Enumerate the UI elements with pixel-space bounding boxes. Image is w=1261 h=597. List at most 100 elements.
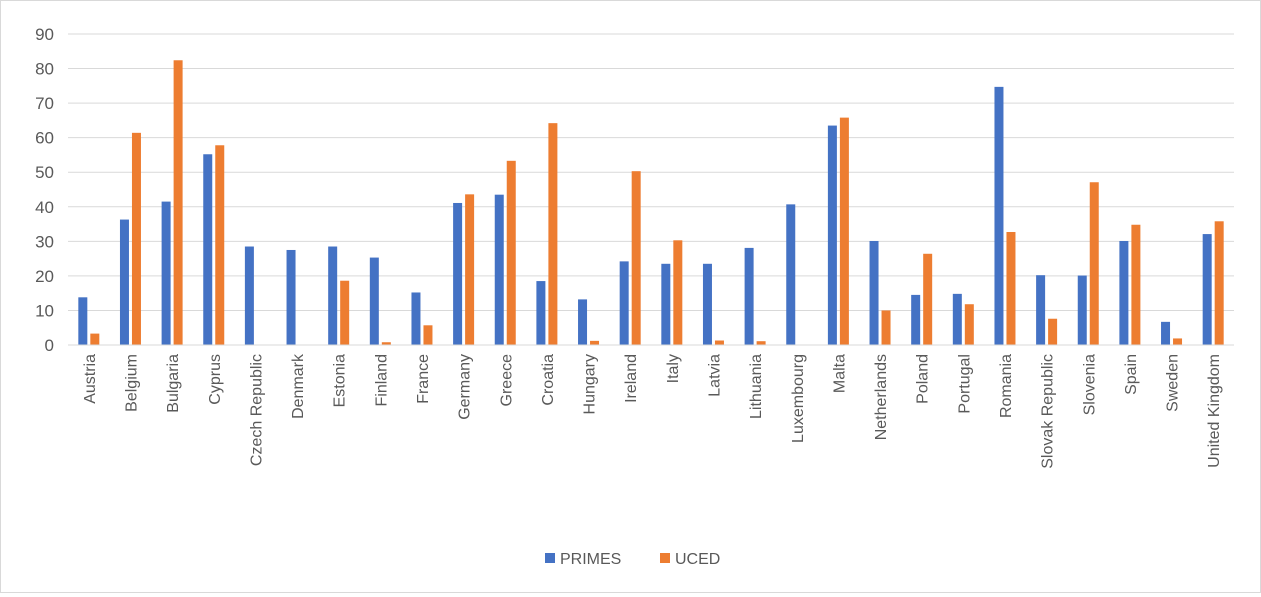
bar-primes <box>702 263 712 345</box>
x-category-label: Malta <box>831 354 848 393</box>
x-category-label: Luxembourg <box>790 354 807 443</box>
bar-primes <box>661 263 671 345</box>
legend: PRIMES UCED <box>545 551 720 568</box>
bars <box>78 60 1224 346</box>
bar-primes <box>744 247 754 345</box>
x-category-label: Latvia <box>706 354 723 397</box>
x-category-label: France <box>415 354 432 404</box>
bar-primes <box>1077 275 1087 345</box>
x-category-label: Romania <box>998 354 1015 418</box>
x-category-label: Poland <box>915 354 932 404</box>
bar-uced <box>340 280 350 345</box>
x-category-label: Austria <box>82 354 99 404</box>
x-category-label: Hungary <box>582 354 599 414</box>
y-axis: 0 10 20 30 40 50 60 70 80 90 <box>35 25 54 355</box>
x-category-label: Czech Republic <box>248 354 265 466</box>
bar-uced <box>590 340 600 345</box>
bar-uced <box>173 60 183 346</box>
bar-uced <box>756 341 766 345</box>
bar-uced <box>465 194 475 345</box>
y-tick-label: 30 <box>35 232 54 251</box>
bar-primes <box>78 297 88 345</box>
bar-uced <box>1131 224 1141 345</box>
x-category-label: Spain <box>1123 354 1140 395</box>
y-tick-label: 80 <box>35 60 54 79</box>
bar-uced <box>506 160 516 345</box>
x-category-label: Netherlands <box>873 354 890 440</box>
bar-uced <box>631 171 641 345</box>
bar-uced <box>131 132 141 345</box>
y-tick-label: 60 <box>35 129 54 148</box>
bar-primes <box>411 292 421 345</box>
x-category-label: Sweden <box>1165 354 1182 412</box>
x-category-label: Croatia <box>540 354 557 406</box>
y-tick-label: 50 <box>35 163 54 182</box>
legend-swatch-uced <box>660 553 670 563</box>
x-category-label: Greece <box>498 354 515 407</box>
bar-primes <box>786 204 796 345</box>
bar-primes <box>453 202 463 345</box>
bar-primes <box>286 249 296 345</box>
x-category-label: Ireland <box>623 354 640 403</box>
bar-primes <box>952 293 962 345</box>
x-category-label: Italy <box>665 354 682 383</box>
bar-primes <box>119 219 129 345</box>
y-tick-label: 20 <box>35 267 54 286</box>
x-category-label: Slovenia <box>1081 354 1098 415</box>
bar-uced <box>548 123 558 345</box>
bar-primes <box>369 257 379 345</box>
x-category-label: Slovak Republic <box>1040 354 1057 469</box>
bar-uced <box>1214 221 1224 345</box>
bar-uced <box>839 117 849 345</box>
bar-primes <box>994 86 1004 346</box>
bar-uced <box>964 304 974 345</box>
bar-uced <box>423 325 433 345</box>
x-category-label: Denmark <box>290 353 307 419</box>
bar-uced <box>714 340 724 345</box>
bar-uced <box>673 240 683 345</box>
bar-uced <box>215 145 225 345</box>
bar-primes <box>1119 240 1129 345</box>
x-category-label: Cyprus <box>207 354 224 405</box>
bar-uced <box>1089 182 1099 345</box>
bar-primes <box>578 299 588 345</box>
y-tick-label: 10 <box>35 301 54 320</box>
bar-primes <box>1161 321 1171 345</box>
bar-primes <box>1202 234 1212 345</box>
y-tick-label: 40 <box>35 198 54 217</box>
bar-uced <box>1048 318 1058 345</box>
legend-label-uced: UCED <box>675 551 720 568</box>
bar-primes <box>328 246 338 345</box>
x-category-label: Estonia <box>332 354 349 407</box>
bar-uced <box>1006 232 1016 345</box>
x-category-label: Portugal <box>956 354 973 414</box>
y-tick-label: 70 <box>35 94 54 113</box>
y-tick-label: 0 <box>45 336 54 355</box>
x-category-label: United Kingdom <box>1206 354 1223 468</box>
bar-primes <box>1036 275 1046 345</box>
x-category-label: Bulgaria <box>165 354 182 413</box>
bar-primes <box>161 201 171 345</box>
bar-primes <box>536 281 546 345</box>
x-category-label: Finland <box>373 354 390 406</box>
bar-primes <box>619 261 629 345</box>
bar-uced <box>881 310 891 345</box>
bar-primes <box>911 294 921 345</box>
bar-primes <box>203 154 213 345</box>
legend-swatch-primes <box>545 553 555 563</box>
legend-label-primes: PRIMES <box>560 551 621 568</box>
bar-primes <box>494 194 504 345</box>
bar-primes <box>244 246 254 345</box>
x-category-label: Belgium <box>123 354 140 412</box>
bar-primes <box>869 240 879 345</box>
x-axis: Austria Belgium Bulgaria Cyprus Czech Republ… <box>68 344 1234 469</box>
bar-primes <box>827 125 837 345</box>
bar-uced <box>90 333 100 345</box>
bar-uced <box>1173 338 1183 345</box>
gridlines <box>68 33 1234 346</box>
x-category-label: Germany <box>457 354 474 420</box>
bar-uced <box>381 342 391 345</box>
x-category-label: Lithuania <box>748 354 765 419</box>
